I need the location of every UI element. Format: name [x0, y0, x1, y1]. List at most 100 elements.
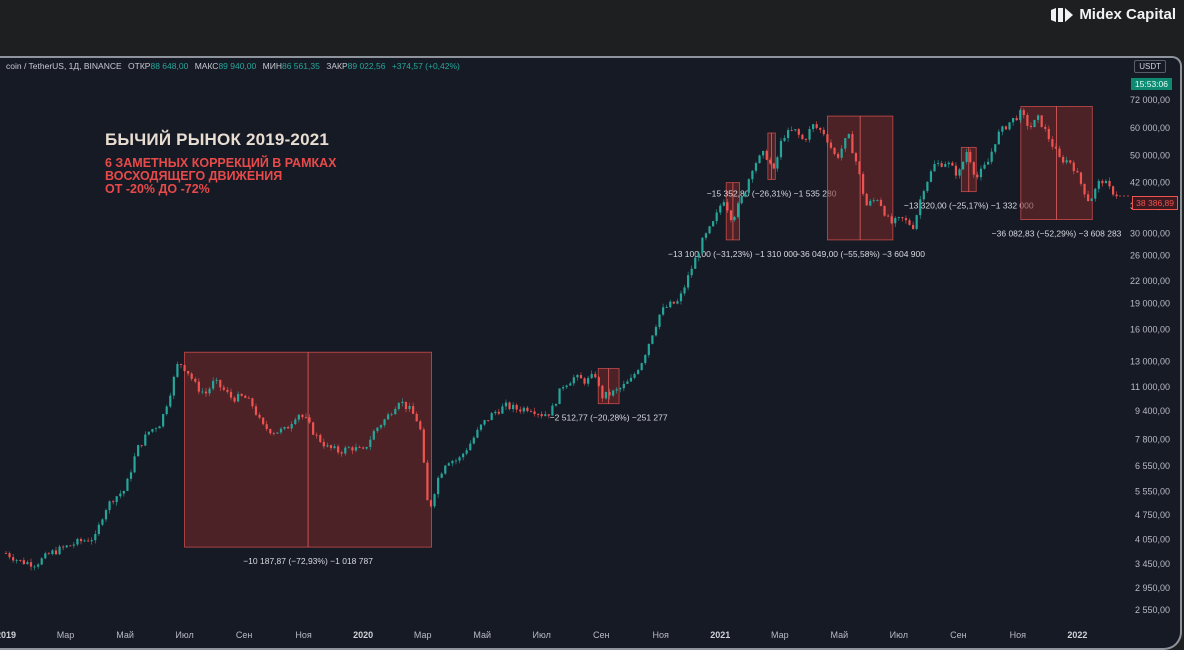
candle-body [337, 446, 340, 453]
candle-body [237, 393, 240, 402]
candle-body [51, 550, 54, 555]
y-tick-label: 60 000,00 [1130, 123, 1170, 133]
candle-body [376, 427, 379, 432]
candle-body [797, 129, 800, 135]
candle-body [772, 163, 775, 169]
candle-body [958, 169, 961, 176]
candle-body [265, 424, 268, 430]
candle-body [476, 429, 479, 438]
y-tick-label: 30 000,00 [1130, 229, 1170, 239]
y-tick-label: 4 050,00 [1135, 534, 1170, 544]
candle-body [1094, 188, 1097, 199]
candle-body [479, 424, 483, 430]
candle-body [808, 128, 811, 140]
candle-body [851, 134, 854, 154]
candle-body [983, 164, 986, 169]
candle-body [276, 432, 279, 434]
candle-body [787, 130, 790, 138]
candle-body [62, 546, 65, 548]
candle-body [526, 407, 529, 412]
x-tick-label: Мар [57, 630, 75, 640]
candle-body [1001, 126, 1004, 132]
candle-body [579, 375, 583, 379]
candle-body [119, 493, 122, 497]
candle-body [379, 425, 383, 428]
candle-body [76, 538, 79, 545]
candle-body [229, 391, 233, 398]
candle-body [126, 478, 129, 491]
candle-body [387, 414, 390, 420]
currency-button[interactable]: USDT [1134, 60, 1166, 73]
candle-body [697, 253, 700, 258]
candle-body [294, 419, 297, 425]
candle-body [469, 443, 472, 451]
candle-body [562, 387, 565, 389]
x-tick-label: Сен [236, 630, 253, 640]
candle-body [847, 134, 850, 139]
candle-body [883, 205, 886, 216]
candle-body [419, 421, 422, 430]
candle-body [69, 545, 72, 547]
candle-body [694, 257, 697, 269]
candle-body [19, 559, 22, 561]
y-tick-label: 9 400,00 [1135, 406, 1170, 416]
x-tick-label: 2019 [0, 630, 16, 640]
headline-line-2: ВОСХОДЯЩЕГО ДВИЖЕНИЯ [105, 169, 283, 183]
candle-body [437, 477, 440, 495]
candle-body [204, 391, 208, 394]
candle-body [354, 447, 358, 451]
candle-body [279, 428, 283, 433]
candle-body [79, 538, 83, 542]
candle-body [401, 401, 404, 404]
candle-body [519, 409, 522, 412]
candle-body [1097, 180, 1100, 189]
candle-body [647, 343, 650, 356]
chart-panel: 2 550,00 2 950,00 3 450,00 4 050,00 4 750,00… [0, 56, 1182, 650]
candle-body [576, 375, 579, 378]
candle-body [162, 414, 165, 427]
midex-logo-icon [1051, 7, 1074, 22]
candle-body [979, 168, 983, 178]
candle-body [251, 398, 254, 407]
candle-body [947, 162, 950, 165]
candle-body [887, 215, 890, 217]
candle-body [1115, 194, 1118, 197]
correction-label: −2 512,77 (−20,28%) −251 277 [550, 413, 668, 423]
candle-body [240, 393, 243, 396]
candle-body [908, 220, 911, 225]
price-chart[interactable]: 2 550,00 2 950,00 3 450,00 4 050,00 4 750,00… [0, 58, 1180, 648]
candle-body [869, 200, 872, 206]
candle-body [1086, 194, 1090, 202]
candle-body [633, 373, 636, 378]
candle-body [904, 218, 908, 221]
candle-body [565, 385, 568, 388]
candle-body [29, 562, 33, 567]
candle-body [840, 148, 843, 158]
correction-label: −36 049,00 (−55,58%) −3 604 900 [795, 249, 925, 259]
candle-body [837, 153, 840, 158]
candle-body [194, 378, 197, 382]
candle-body [283, 426, 286, 429]
candle-body [751, 170, 754, 180]
symbol-label[interactable]: coin / TetherUS, 1Д, BINANCE [6, 61, 122, 71]
candle-body [308, 417, 311, 423]
candle-body [833, 147, 836, 154]
candle-body [404, 401, 408, 410]
candle-body [872, 200, 875, 201]
candle-body [1054, 146, 1058, 149]
candle-body [312, 422, 315, 435]
candle-body [244, 395, 247, 398]
brand-name: Midex Capital [1079, 6, 1176, 23]
correction-label: −13 100,00 (−31,23%) −1 310 000 [668, 249, 798, 259]
candle-body [1012, 117, 1015, 123]
candle-body [454, 460, 458, 462]
candle-body [619, 388, 622, 390]
candle-body [715, 212, 718, 222]
candle-body [433, 494, 436, 507]
y-tick-label: 6 550,00 [1135, 461, 1170, 471]
candle-body [569, 383, 572, 386]
candle-body [165, 406, 168, 415]
candle-body [687, 275, 690, 288]
candle-body [483, 420, 486, 425]
candle-body [662, 307, 665, 315]
